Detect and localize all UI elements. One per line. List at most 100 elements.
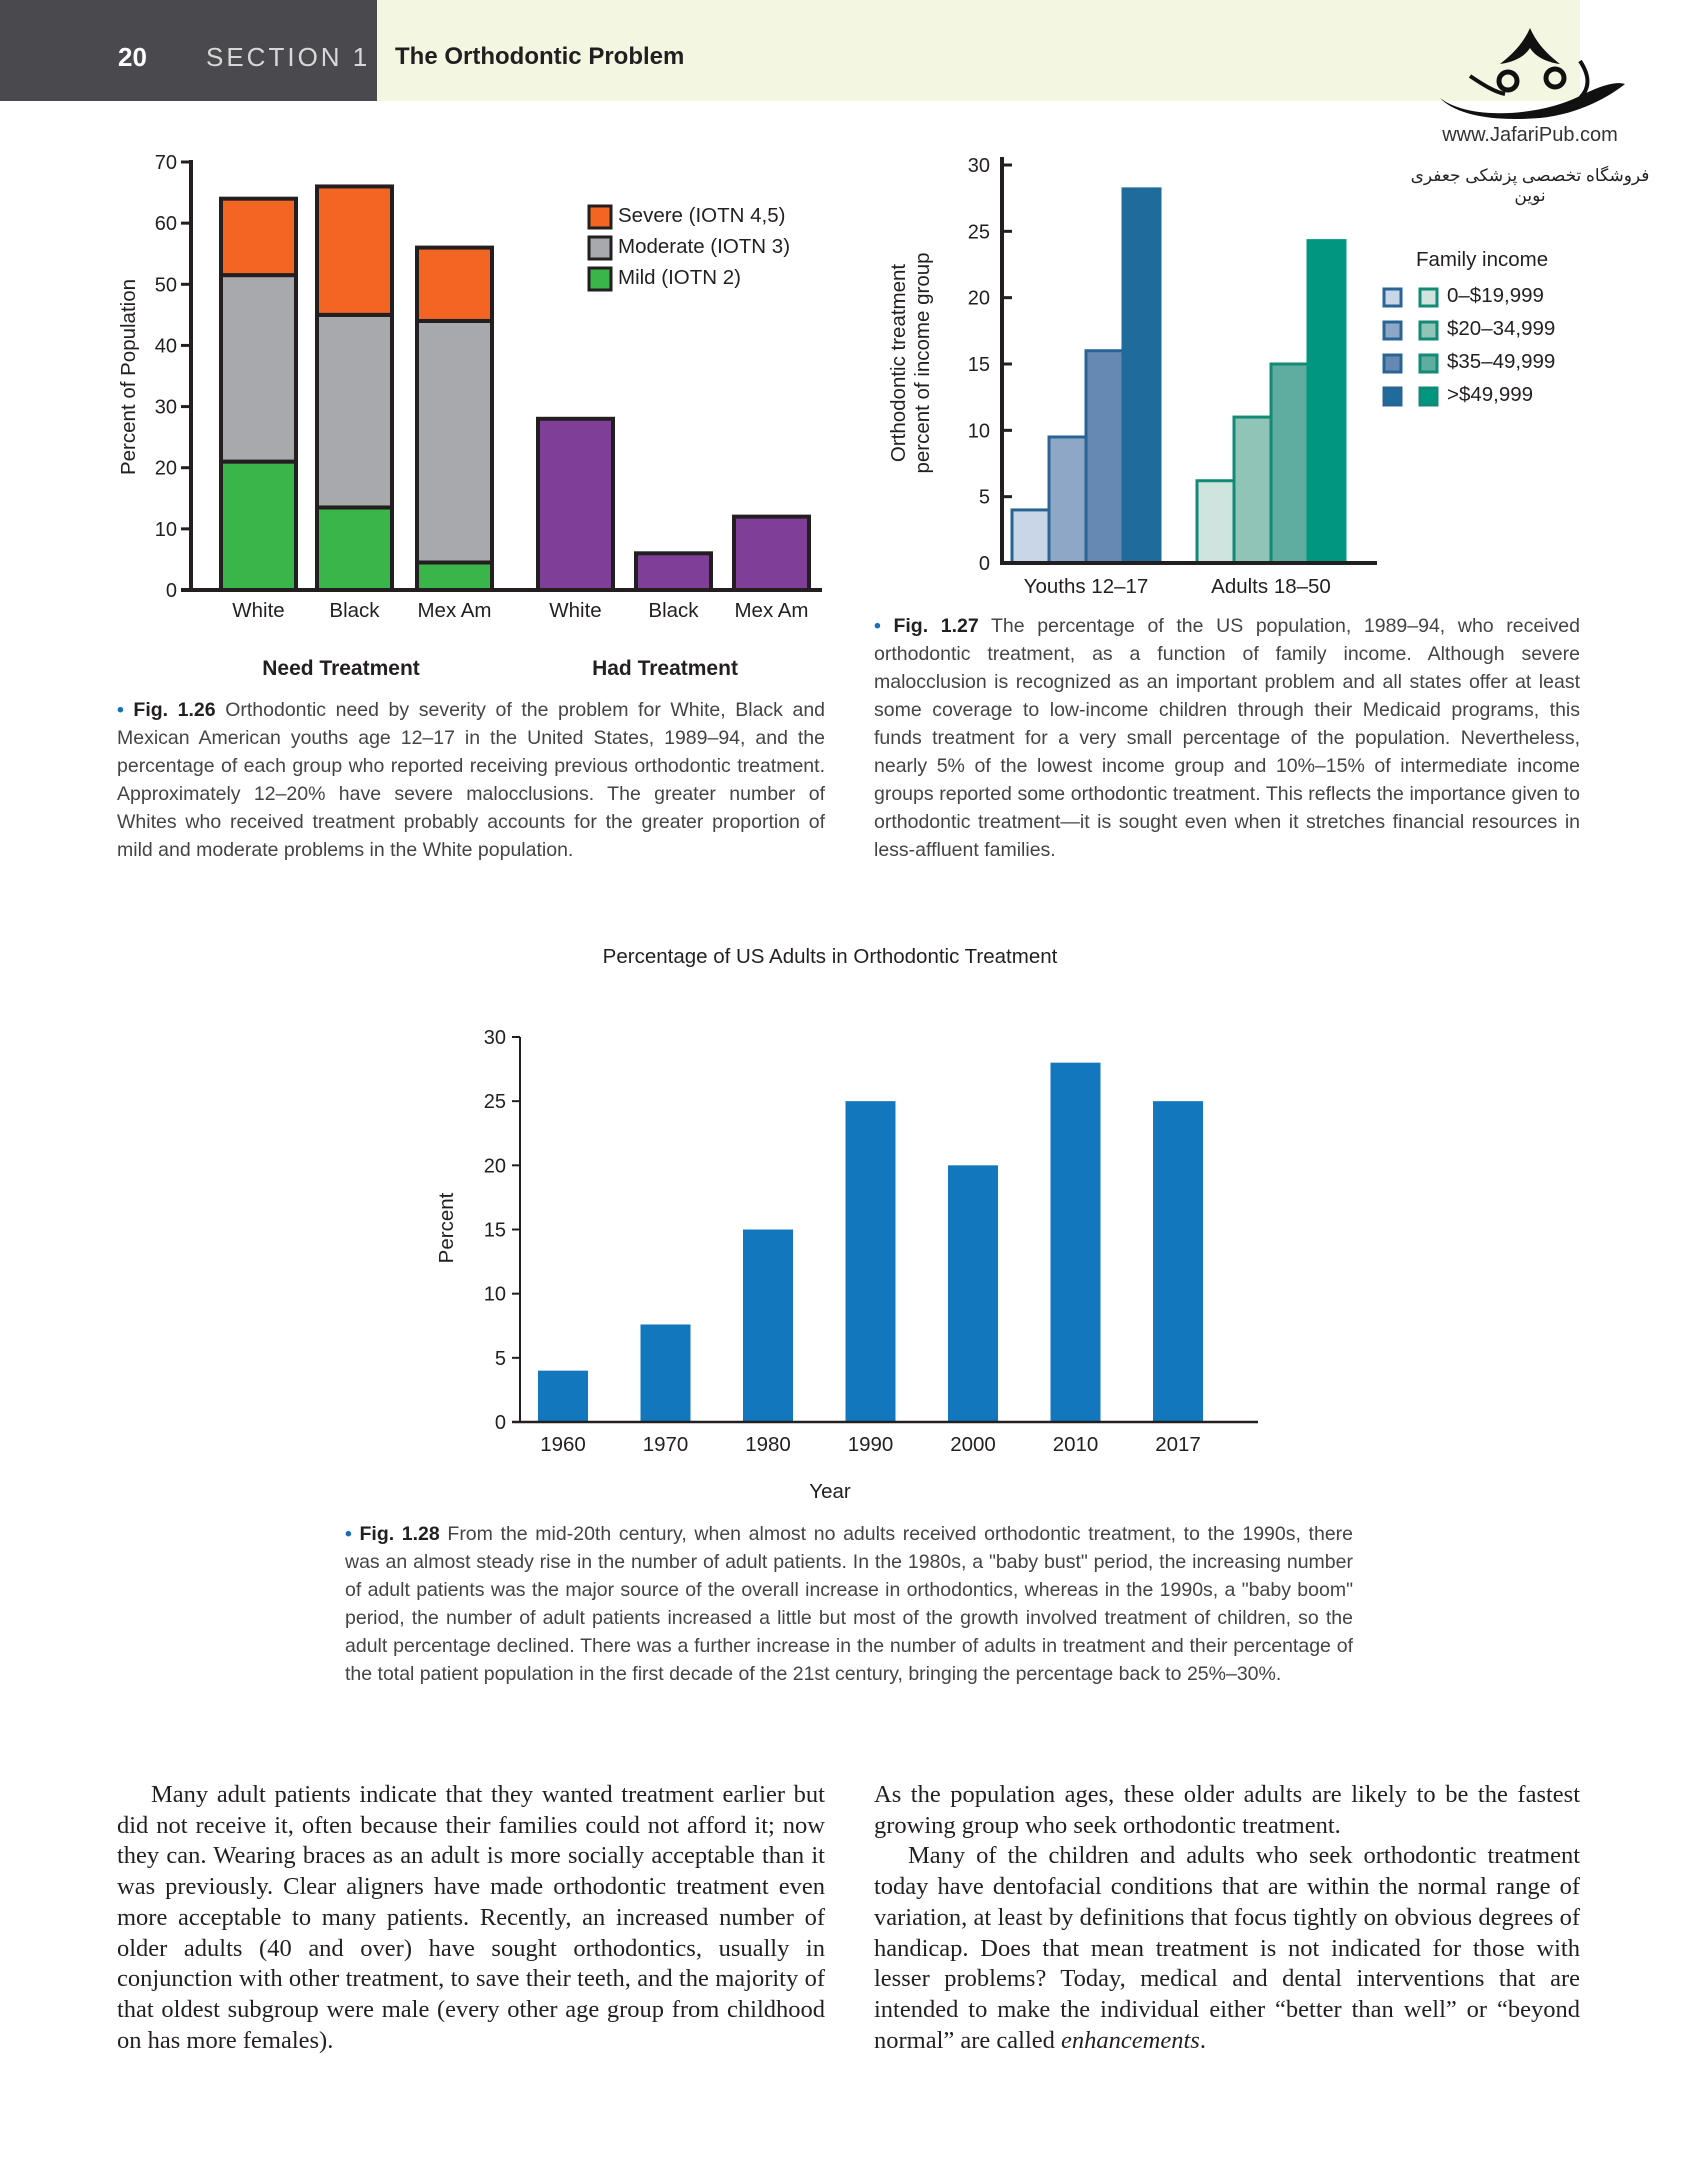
bar-2010 [1050,1062,1101,1422]
x-tick-label: White [549,599,601,622]
page-number: 20 [118,42,147,72]
fig126-legend-moderate: Moderate (IOTN 3) [618,235,791,258]
bar-severe [315,184,394,317]
bar-moderate [315,312,394,510]
emphasis-text: enhancements [1061,2026,1200,2054]
legend-swatch [587,235,613,261]
y-tick-label: 25 [484,1091,506,1113]
legend-swatch [1382,386,1403,407]
section-label: SECTION 1 [206,42,371,72]
fig-label: Fig. 1.27 [893,615,979,637]
fig128-xlabel: Year [809,1480,851,1503]
fig126-ylabel: Percent of Population [117,278,140,476]
bar-0-1 [1047,435,1088,565]
fig126-group-had: Had Treatment [592,657,738,680]
x-tick-label: Black [329,599,380,622]
bar-1-0 [1195,479,1236,565]
x-tick-label: 1990 [848,1433,894,1456]
y-tick-label: 0 [166,580,177,602]
body-column-right: As the population ages, these older adul… [874,1780,1580,2056]
fig-label: Fig. 1.26 [133,699,216,721]
legend-swatch [1382,320,1403,341]
x-tick-label: Mex Am [734,599,808,622]
fig128-title: Percentage of US Adults in Orthodontic T… [602,945,1058,968]
x-tick-label: 2017 [1155,1433,1201,1456]
bar-1960 [538,1370,588,1422]
x-tick-label: 1960 [540,1433,586,1456]
fig126-group-need: Need Treatment [262,657,420,680]
fig127-legend-2: $35–49,999 [1447,350,1556,373]
x-tick-label: 2000 [950,1433,996,1456]
bar-severe [415,245,494,323]
legend-swatch [587,266,613,292]
body-column-left: Many adult patients indicate that they w… [117,1780,825,2056]
paragraph-end: . [1199,2026,1206,2054]
bar-2000 [948,1165,998,1422]
x-tick-label: Youths 12–17 [1024,575,1149,598]
y-tick-label: 70 [155,152,177,174]
body-paragraph: As the population ages, these older adul… [874,1781,1580,1839]
paragraph-text: Many of the children and adults who seek… [874,1842,1580,2054]
fig126-legend-mild: Mild (IOTN 2) [618,266,741,289]
bullet-icon: • [117,699,124,721]
legend-swatch [1418,320,1439,341]
fig127-ylabel-line2: percent of income group [911,252,934,474]
fig128-ylabel: Percent [435,1192,458,1264]
y-tick-label: 40 [155,335,177,357]
header-title-block [377,0,1580,101]
x-tick-label: Mex Am [417,599,491,622]
bar-0-3 [1121,187,1162,565]
chapter-title: The Orthodontic Problem [395,43,685,70]
x-tick-label: 2010 [1053,1433,1099,1456]
legend-swatch [1418,386,1439,407]
y-tick-label: 0 [979,553,990,575]
y-tick-label: 20 [155,458,177,480]
publisher-url: www.JafariPub.com [1442,124,1618,146]
bar-1-2 [1269,362,1310,565]
bar-1980 [743,1229,793,1422]
y-tick-label: 30 [155,397,177,419]
fig127-ylabel-line1: Orthodontic treatment [887,263,910,463]
y-tick-label: 60 [155,213,177,235]
fig127-legend-title: Family income [1416,248,1549,271]
bar-1-3 [1306,239,1347,565]
bar-severe [219,196,298,278]
caption-text: From the mid-20th century, when almost n… [345,1523,1353,1685]
y-tick-label: 20 [968,288,990,310]
bar-moderate [219,273,298,464]
fig126-legend-severe: Severe (IOTN 4,5) [618,204,786,227]
y-tick-label: 15 [968,354,990,376]
bar-mild [315,505,394,593]
y-tick-label: 5 [979,487,990,509]
y-tick-label: 10 [155,519,177,541]
publisher-persian-text: فروشگاه تخصصی پزشکی جعفری نوین [1410,166,1650,205]
fig127-legend-0: 0–$19,999 [1447,284,1544,307]
legend-swatch [1418,353,1439,374]
y-tick-label: 15 [484,1220,506,1242]
y-tick-label: 25 [968,221,990,243]
bar-mild [415,560,494,593]
bar-0-2 [1084,349,1125,565]
y-tick-label: 0 [495,1412,506,1434]
bar-1-1 [1232,415,1273,565]
legend-swatch [1382,287,1403,308]
x-tick-label: 1980 [745,1433,791,1456]
x-tick-label: 1970 [643,1433,689,1456]
x-tick-label: Black [648,599,699,622]
header-section-block [0,0,377,101]
body-paragraph: Many of the children and adults who seek… [874,1841,1580,2056]
fig-1-28-caption: • Fig. 1.28 From the mid-20th century, w… [345,1520,1353,1688]
fig-1-26-caption: • Fig. 1.26 Orthodontic need by severity… [117,696,825,864]
bullet-icon: • [874,615,881,637]
publisher-logo [1440,28,1625,120]
body-paragraph: Many adult patients indicate that they w… [117,1781,825,2054]
bar-had-treatment [634,551,713,592]
x-tick-label: White [232,599,284,622]
bar-had-treatment [536,416,615,592]
caption-text: Orthodontic need by severity of the prob… [117,699,826,861]
y-tick-label: 50 [155,274,177,296]
x-tick-label: Adults 18–50 [1211,575,1331,598]
bar-1970 [640,1324,691,1422]
fig127-legend-1: $20–34,999 [1447,317,1556,340]
